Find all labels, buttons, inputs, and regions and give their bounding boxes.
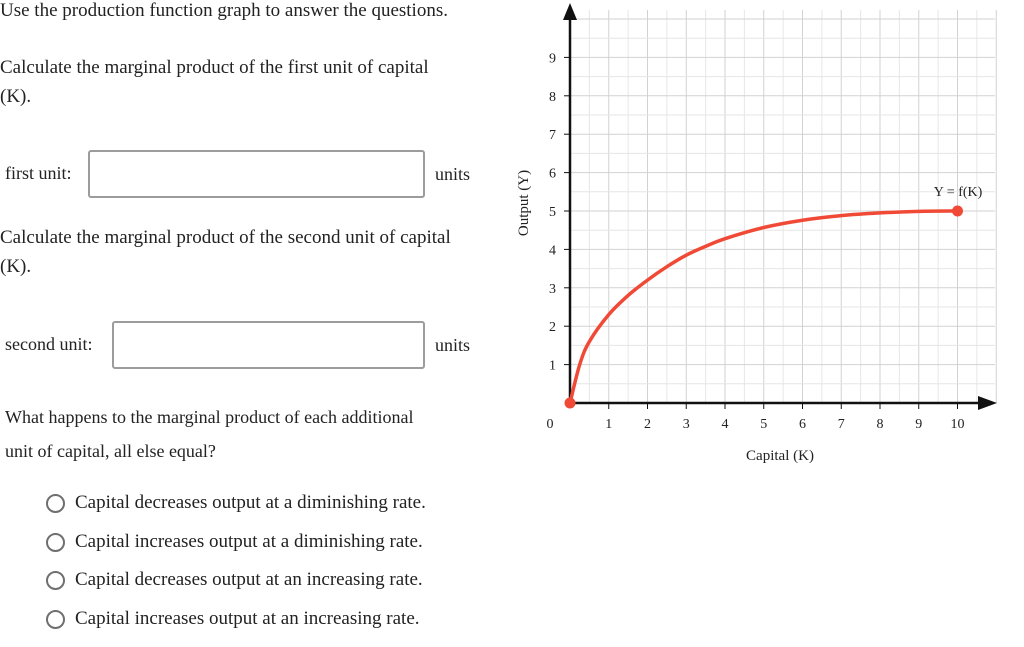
x-tick-label: 10 bbox=[951, 417, 965, 432]
option-label: Capital decreases output at an increasin… bbox=[75, 569, 423, 590]
y-tick-label: 4 bbox=[549, 243, 556, 258]
y-axis-label: Output (Y) bbox=[516, 170, 532, 236]
production-curve bbox=[568, 209, 960, 405]
y-tick-label: 8 bbox=[549, 90, 556, 105]
y-axis-arrow-icon bbox=[563, 3, 577, 20]
radio-circle-icon[interactable] bbox=[46, 532, 65, 552]
option-label: Capital increases output at an increasin… bbox=[75, 608, 420, 629]
x-axis-label: Capital (K) bbox=[746, 448, 814, 464]
first-unit-units: units bbox=[435, 164, 471, 184]
option-increases-diminishing[interactable]: Capital increases output at a diminishin… bbox=[46, 531, 423, 553]
x-tick-label: 1 bbox=[605, 417, 612, 432]
y-tick-label: 9 bbox=[549, 51, 556, 66]
option-increases-increasing[interactable]: Capital increases output at an increasin… bbox=[46, 608, 420, 630]
first-unit-label: first unit: bbox=[5, 163, 72, 183]
q2-text-line2: (K). bbox=[0, 256, 32, 277]
production-function-chart: 1 2 3 4 5 6 7 8 9 10 1 2 3 4 5 6 7 8 9 Capital (K) Output … bbox=[516, 3, 997, 464]
curve-start-point bbox=[564, 397, 576, 409]
radio-circle-icon[interactable] bbox=[46, 493, 65, 513]
second-unit-units: units bbox=[435, 335, 471, 355]
radio-circle-icon[interactable] bbox=[46, 570, 65, 590]
option-decreases-increasing[interactable]: Capital decreases output at an increasin… bbox=[46, 569, 423, 591]
y-tick-label: 5 bbox=[549, 205, 556, 220]
x-tick-label: 3 bbox=[683, 417, 690, 432]
q3-text-line1: What happens to the marginal product of … bbox=[5, 407, 414, 427]
y-tick-label: 1 bbox=[549, 359, 556, 374]
x-tick-label: 4 bbox=[722, 417, 729, 432]
radio-circle-icon[interactable] bbox=[46, 609, 65, 629]
q1-text-line2: (K). bbox=[0, 86, 32, 107]
series-label: Y = f(K) bbox=[934, 185, 983, 200]
curve-end-point bbox=[952, 205, 963, 217]
chart-axes bbox=[563, 3, 997, 410]
x-axis-arrow-icon bbox=[978, 396, 997, 410]
x-tick-label: 5 bbox=[760, 417, 767, 432]
q3-text-line2: unit of capital, all else equal? bbox=[5, 441, 216, 461]
q1-text-line1: Calculate the marginal product of the fi… bbox=[0, 57, 429, 78]
chart-grid bbox=[570, 10, 997, 403]
intro-text: Use the production function graph to ans… bbox=[0, 0, 448, 21]
second-unit-label: second unit: bbox=[5, 334, 93, 354]
chart-ticks: 1 2 3 4 5 6 7 8 9 10 1 2 3 4 5 6 7 8 9 bbox=[549, 51, 965, 432]
option-label: Capital decreases output at a diminishin… bbox=[75, 492, 426, 513]
option-label: Capital increases output at a diminishin… bbox=[75, 531, 423, 552]
y-tick-label: 7 bbox=[549, 128, 556, 143]
y-tick-label: 3 bbox=[549, 282, 556, 297]
option-decreases-diminishing[interactable]: Capital decreases output at a diminishin… bbox=[46, 492, 426, 514]
second-unit-input[interactable] bbox=[112, 321, 425, 369]
first-unit-input[interactable] bbox=[88, 150, 425, 198]
y-tick-label: 2 bbox=[549, 320, 556, 335]
x-tick-label: 6 bbox=[799, 417, 806, 432]
x-tick-label: 8 bbox=[877, 417, 884, 432]
q2-text-line1: Calculate the marginal product of the se… bbox=[0, 227, 451, 248]
x-tick-label: 7 bbox=[838, 417, 845, 432]
x-tick-label: 2 bbox=[644, 417, 651, 432]
x-tick-label: 9 bbox=[915, 417, 922, 432]
origin-label: 0 bbox=[547, 417, 554, 432]
chart-series bbox=[564, 205, 963, 409]
y-tick-label: 6 bbox=[549, 167, 556, 182]
